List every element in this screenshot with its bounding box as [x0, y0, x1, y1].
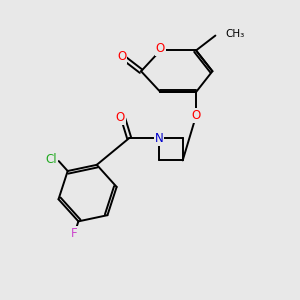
Text: O: O	[116, 111, 125, 124]
Text: CH₃: CH₃	[226, 29, 245, 39]
Text: F: F	[71, 227, 78, 240]
Text: O: O	[117, 50, 126, 63]
Text: O: O	[191, 109, 201, 122]
Text: N: N	[154, 132, 163, 145]
Text: Cl: Cl	[46, 153, 57, 166]
Text: O: O	[156, 42, 165, 56]
